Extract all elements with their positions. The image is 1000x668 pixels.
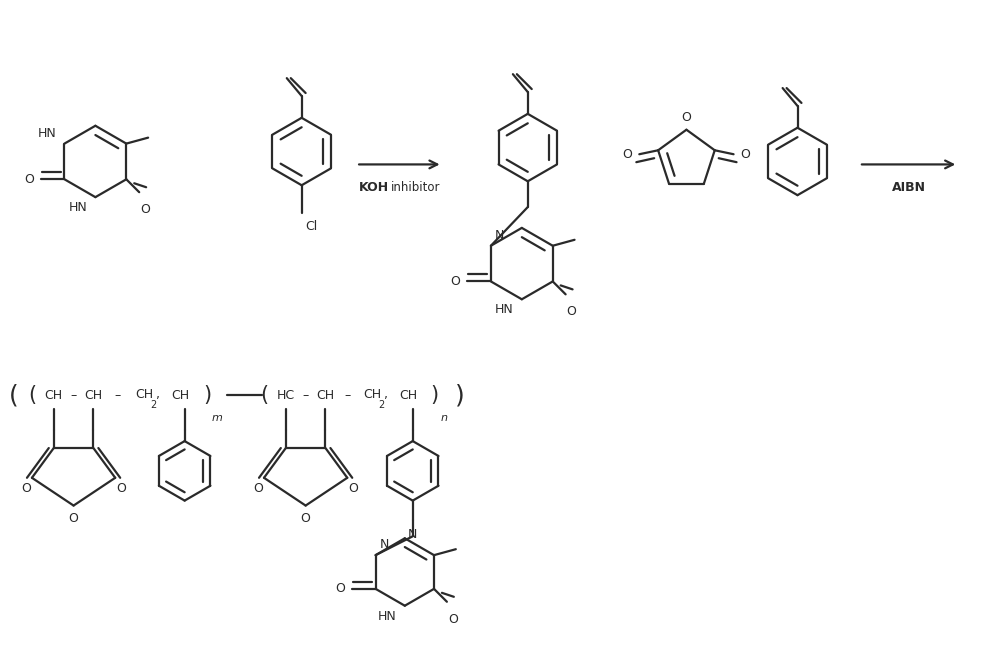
Text: ): ): [455, 383, 465, 407]
Text: CH: CH: [135, 388, 153, 401]
Text: (: (: [260, 385, 268, 405]
Text: (: (: [28, 385, 36, 405]
Text: O: O: [253, 482, 263, 495]
Text: O: O: [567, 305, 577, 318]
Text: KOH: KOH: [359, 181, 389, 194]
Text: (: (: [9, 383, 19, 407]
Text: ): ): [203, 385, 212, 405]
Text: HC: HC: [277, 389, 295, 402]
Text: n: n: [441, 413, 448, 424]
Text: O: O: [448, 613, 458, 626]
Text: Cl: Cl: [306, 220, 318, 233]
Text: CH: CH: [363, 388, 381, 401]
Text: HN: HN: [495, 303, 514, 316]
Text: HN: HN: [69, 201, 87, 214]
Text: CH: CH: [316, 389, 335, 402]
Text: O: O: [24, 173, 34, 186]
Text: N: N: [380, 538, 389, 551]
Text: O: O: [335, 582, 345, 595]
Text: –: –: [114, 389, 120, 402]
Text: O: O: [140, 203, 150, 216]
Text: –: –: [70, 389, 77, 402]
Text: CH: CH: [84, 389, 102, 402]
Text: O: O: [348, 482, 358, 495]
Text: ,: ,: [384, 388, 388, 401]
Text: O: O: [69, 512, 79, 524]
Text: inhibitor: inhibitor: [391, 181, 440, 194]
Text: –: –: [303, 389, 309, 402]
Text: O: O: [681, 111, 691, 124]
Text: O: O: [450, 275, 460, 288]
Text: N: N: [495, 228, 504, 242]
Text: O: O: [21, 482, 31, 495]
Text: HN: HN: [38, 127, 57, 140]
Text: 2: 2: [378, 400, 384, 410]
Text: O: O: [301, 512, 311, 524]
Text: CH: CH: [45, 389, 63, 402]
Text: N: N: [408, 528, 417, 541]
Text: ,: ,: [156, 388, 160, 401]
Text: O: O: [741, 148, 750, 161]
Text: O: O: [116, 482, 126, 495]
Text: m: m: [212, 413, 223, 424]
Text: –: –: [344, 389, 350, 402]
Text: ): ): [430, 385, 439, 405]
Text: HN: HN: [378, 610, 397, 623]
Text: 2: 2: [150, 400, 157, 410]
Text: O: O: [622, 148, 632, 161]
Text: CH: CH: [399, 389, 417, 402]
Text: AIBN: AIBN: [892, 181, 926, 194]
Text: CH: CH: [171, 389, 189, 402]
